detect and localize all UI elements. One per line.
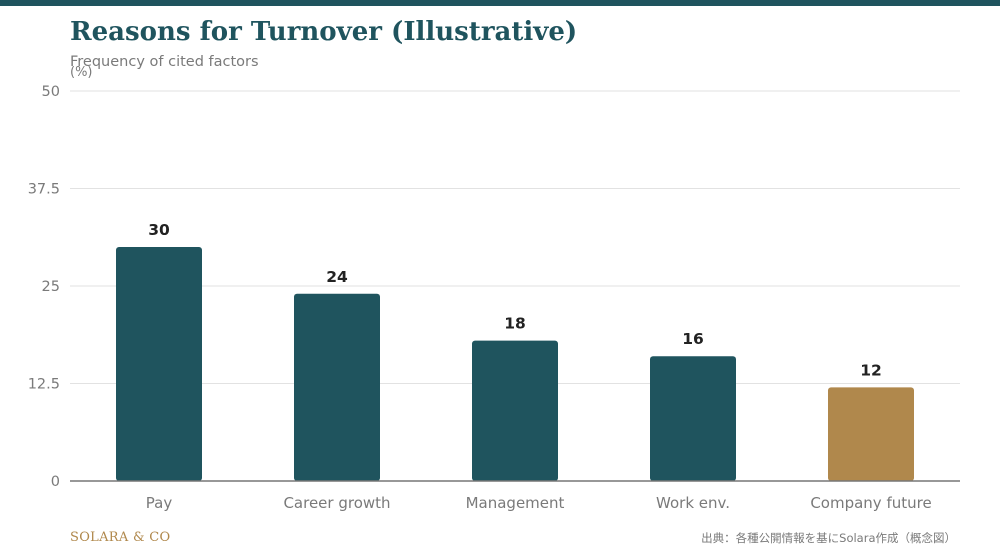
x-tick-label: Management (466, 494, 565, 512)
bar (472, 340, 558, 481)
bar (116, 247, 202, 481)
bar (294, 293, 380, 481)
bar-value-label: 16 (682, 330, 704, 348)
chart-title: Reasons for Turnover (Illustrative) (70, 17, 578, 47)
x-tick-label: Pay (146, 494, 173, 512)
y-tick-label: 37.5 (28, 182, 60, 198)
y-tick-label: 50 (42, 84, 60, 100)
brand-label: SOLARA & CO (70, 530, 171, 545)
top-accent-bar (0, 0, 1000, 6)
x-tick-label: Work env. (656, 494, 730, 512)
y-tick-label: 25 (42, 279, 60, 295)
bar (650, 356, 736, 481)
y-axis-unit: (%) (70, 65, 93, 80)
bar-value-label: 30 (148, 221, 170, 239)
y-tick-label: 12.5 (28, 377, 60, 393)
chart-subtitle: Frequency of cited factors (70, 54, 259, 70)
bar (828, 387, 914, 481)
bar-value-label: 12 (860, 361, 882, 379)
y-tick-label: 0 (51, 474, 60, 490)
bar-value-label: 24 (326, 268, 348, 286)
x-tick-label: Career growth (283, 494, 390, 512)
bar-value-label: 18 (504, 315, 526, 333)
x-tick-label: Company future (810, 494, 931, 512)
source-note: 出典：各種公開情報を基にSolara作成（概念図） (701, 531, 956, 545)
